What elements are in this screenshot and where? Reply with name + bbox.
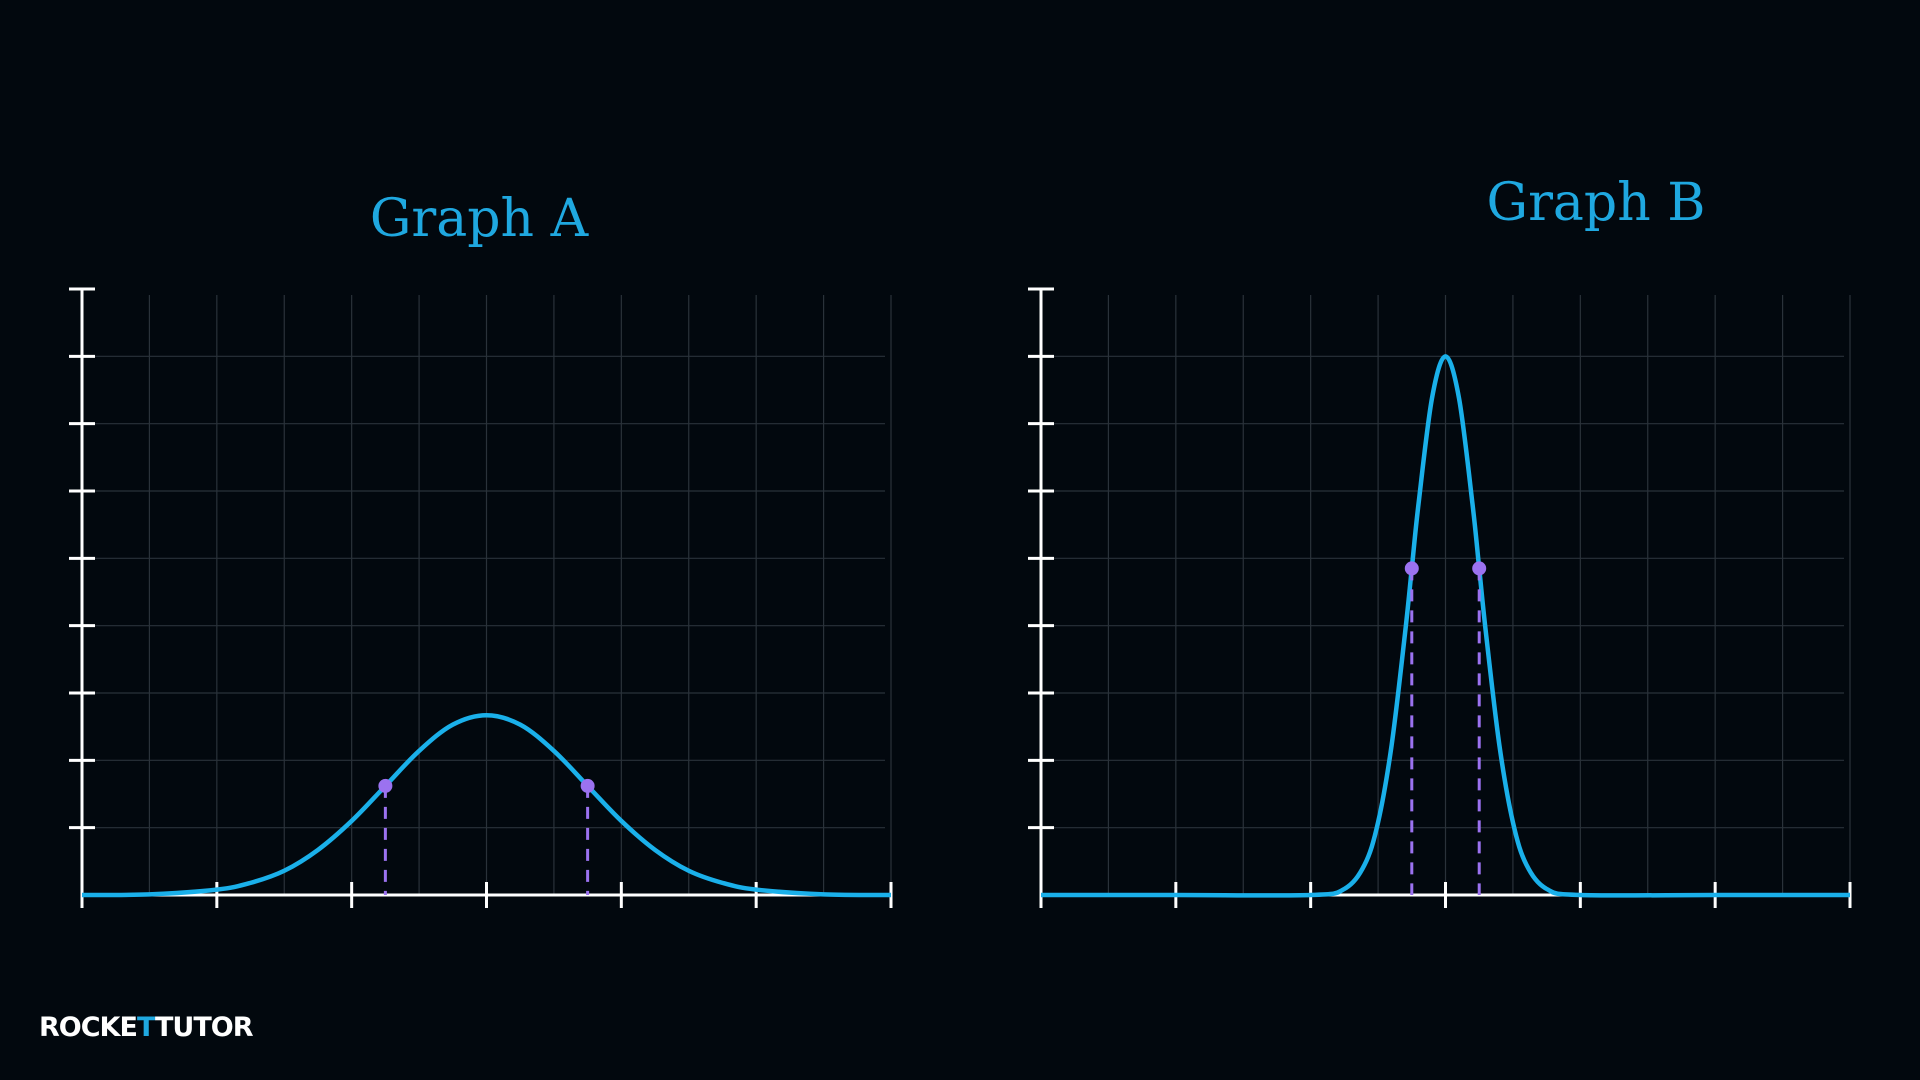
- curve: [81, 712, 892, 898]
- marker-dot: [1472, 561, 1487, 576]
- marker-dot: [1404, 561, 1419, 576]
- chart-title: Graph A: [370, 189, 590, 249]
- logo-part: ROCKE: [39, 1012, 137, 1043]
- marker-dot: [580, 778, 595, 793]
- logo-part: T: [137, 1012, 156, 1043]
- logo-part: TUTOR: [155, 1012, 254, 1043]
- marker-dot: [378, 778, 393, 793]
- curve: [1041, 354, 1850, 898]
- chart-title: Graph B: [1487, 173, 1706, 233]
- logo: ROCKETTUTOR: [39, 1012, 254, 1043]
